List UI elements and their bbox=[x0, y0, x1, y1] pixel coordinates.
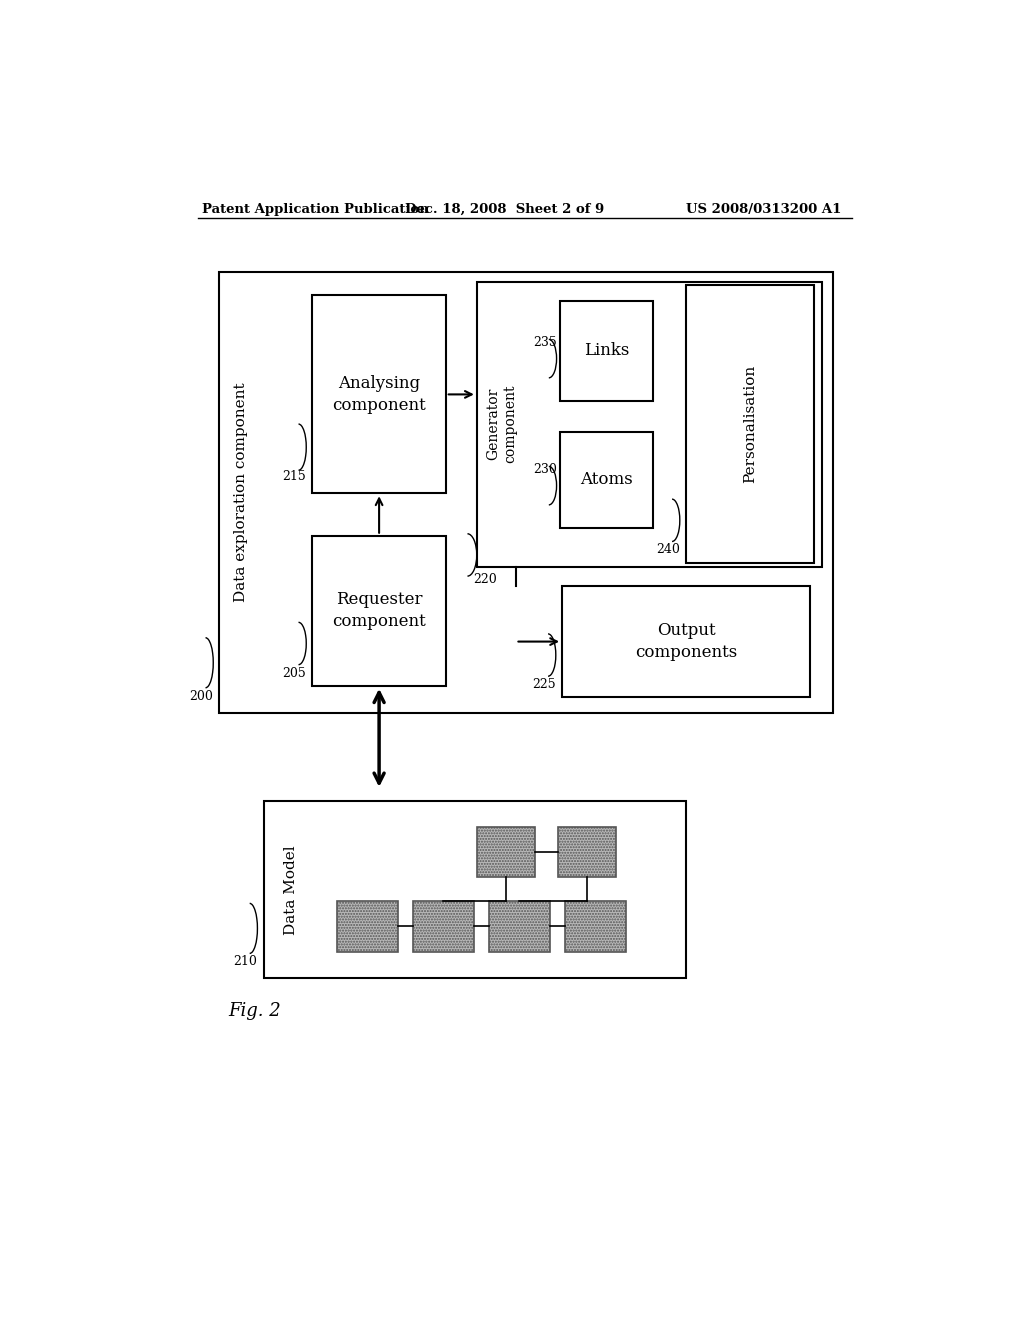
Text: 215: 215 bbox=[283, 470, 306, 483]
Text: 230: 230 bbox=[532, 462, 557, 475]
Text: Data Model: Data Model bbox=[284, 845, 298, 935]
Bar bbox=[312, 536, 445, 686]
Text: Patent Application Publication: Patent Application Publication bbox=[202, 203, 428, 216]
Bar bbox=[686, 285, 814, 562]
Text: 235: 235 bbox=[532, 335, 557, 348]
Text: 225: 225 bbox=[532, 678, 556, 692]
Bar bbox=[558, 826, 616, 876]
Text: US 2008/0313200 A1: US 2008/0313200 A1 bbox=[686, 203, 842, 216]
Bar bbox=[414, 902, 474, 952]
Bar bbox=[562, 586, 810, 697]
Text: Requester
component: Requester component bbox=[332, 591, 426, 631]
Text: 210: 210 bbox=[233, 956, 257, 969]
Text: Dec. 18, 2008  Sheet 2 of 9: Dec. 18, 2008 Sheet 2 of 9 bbox=[406, 203, 605, 216]
Text: Personalisation: Personalisation bbox=[743, 364, 757, 483]
Bar bbox=[560, 432, 653, 528]
Bar bbox=[219, 272, 834, 713]
Bar bbox=[560, 301, 653, 401]
Text: 240: 240 bbox=[656, 544, 680, 557]
Bar bbox=[565, 902, 626, 952]
Bar bbox=[489, 902, 550, 952]
Text: Generator
component: Generator component bbox=[486, 385, 517, 463]
Bar bbox=[263, 801, 686, 978]
Text: Fig. 2: Fig. 2 bbox=[228, 1002, 282, 1019]
Text: Output
components: Output components bbox=[635, 622, 737, 661]
Text: Analysing
component: Analysing component bbox=[332, 375, 426, 414]
Text: Atoms: Atoms bbox=[581, 471, 633, 488]
Text: 200: 200 bbox=[189, 689, 213, 702]
Bar bbox=[312, 296, 445, 494]
Bar bbox=[477, 826, 535, 876]
Text: 220: 220 bbox=[473, 573, 497, 586]
Bar bbox=[477, 281, 821, 566]
Text: Links: Links bbox=[585, 342, 630, 359]
Text: Data exploration component: Data exploration component bbox=[234, 383, 248, 602]
Text: 205: 205 bbox=[283, 667, 306, 680]
Bar bbox=[337, 902, 397, 952]
